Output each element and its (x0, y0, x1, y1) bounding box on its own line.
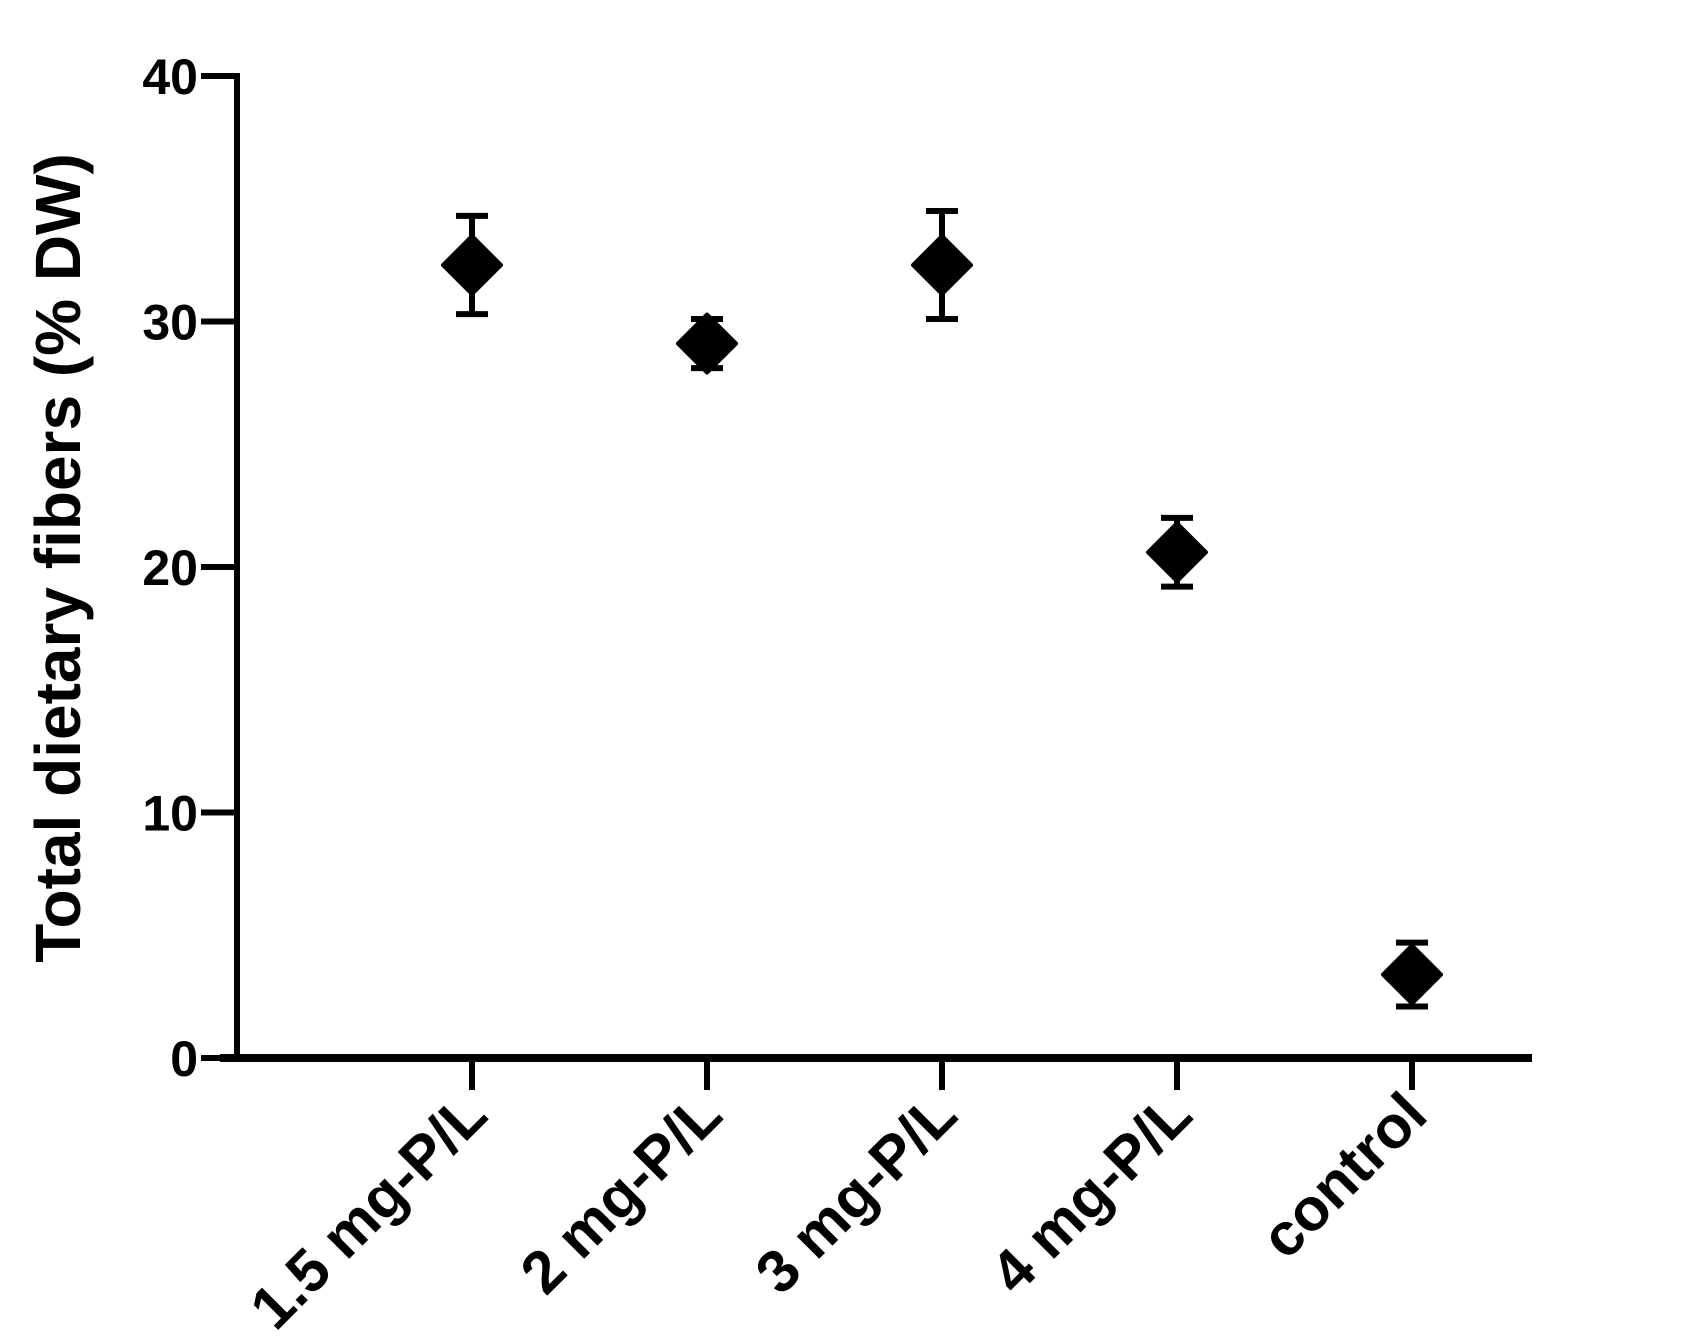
axes-layer (220, 73, 1532, 1062)
x-tick-label: 2 mg-P/L (508, 1080, 735, 1307)
x-tick-label: control (1248, 1080, 1439, 1271)
data-point-diamond (1381, 943, 1443, 1006)
data-point-diamond (911, 234, 973, 297)
y-tick-label: 0 (170, 1031, 198, 1087)
y-tick-label: 10 (142, 786, 198, 842)
x-tick-label: 4 mg-P/L (978, 1080, 1205, 1307)
ticks-layer: 0 10 20 30 40 1.5 mg-P/L 2 mg-P/L 3 mg-P/L 4 mg-… (142, 49, 1439, 1338)
data-point-diamond (1146, 521, 1208, 584)
y-tick-label: 30 (142, 295, 198, 351)
x-tick-label: 1.5 mg-P/L (237, 1080, 499, 1338)
y-tick-label: 20 (142, 540, 198, 596)
y-tick-label: 40 (142, 49, 198, 105)
x-tick-label: 3 mg-P/L (743, 1080, 970, 1307)
data-point-diamond (676, 312, 738, 375)
y-axis-title: Total dietary fibers (% DW) (22, 153, 94, 963)
data-point-diamond (441, 234, 503, 297)
data-layer (441, 208, 1443, 1010)
